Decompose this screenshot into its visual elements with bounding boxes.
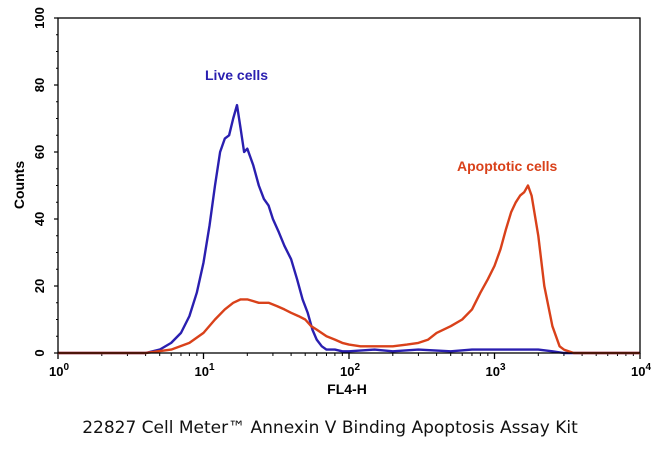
y-tick-label-group: 40 <box>32 212 47 226</box>
ticks-layer: 0 20 40 60 80 100 100 101 102 103 104 <box>32 7 651 379</box>
y-tick-label: 80 <box>32 78 47 92</box>
y-tick-label: 20 <box>32 279 47 293</box>
x-axis-title: FL4-H <box>327 381 367 397</box>
histogram-chart: Counts FL4-H 0 20 40 60 80 100 100 101 102 103 104… <box>11 7 651 397</box>
y-tick-label-group: 0 <box>32 349 47 356</box>
plot-frame <box>57 17 641 354</box>
y-tick-label-group: 20 <box>32 279 47 293</box>
x-tick-label: 104 <box>631 362 651 379</box>
x-tick-label: 101 <box>195 362 215 379</box>
y-tick-label-group: 60 <box>32 145 47 159</box>
x-tick-label: 103 <box>486 362 506 379</box>
y-tick-label-group: 100 <box>32 7 47 29</box>
x-tick-label: 100 <box>49 362 69 379</box>
y-axis-title-group: Counts <box>11 161 27 209</box>
y-tick-label: 40 <box>32 212 47 226</box>
y-tick-label: 60 <box>32 145 47 159</box>
figure-caption: 22827 Cell Meter™ Annexin V Binding Apop… <box>82 418 578 438</box>
y-tick-label: 100 <box>32 7 47 29</box>
series-line-apoptotic <box>58 184 640 355</box>
y-tick-label: 0 <box>32 349 47 356</box>
series-layer <box>58 103 640 355</box>
x-tick-label: 102 <box>340 362 360 379</box>
series-line-live <box>58 103 640 355</box>
annotation-apoptotic-cells: Apoptotic cells <box>457 158 558 174</box>
y-tick-label-group: 80 <box>32 78 47 92</box>
y-axis-title: Counts <box>11 161 27 209</box>
annotation-live-cells: Live cells <box>205 67 268 83</box>
